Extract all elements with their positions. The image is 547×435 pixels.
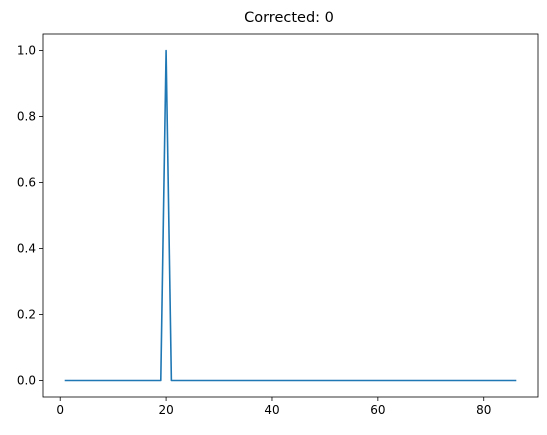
chart-title: Corrected: 0 — [244, 10, 334, 26]
series-line-0 — [64, 49, 517, 382]
plot-area — [64, 49, 517, 382]
x-tick-label: 80 — [476, 403, 491, 417]
y-tick-label: 0.6 — [17, 176, 36, 190]
x-tick-label: 20 — [158, 403, 173, 417]
x-tick-label: 40 — [264, 403, 279, 417]
x-tick-label: 0 — [56, 403, 64, 417]
y-axis: 0.0 0.2 0.4 0.6 0.8 1.0 — [17, 44, 43, 388]
x-axis: 0 20 40 60 80 — [56, 397, 491, 417]
axes-frame — [42, 33, 539, 398]
x-tick-label: 60 — [370, 403, 385, 417]
y-tick-label: 0.2 — [17, 308, 36, 322]
y-tick-label: 1.0 — [17, 44, 36, 58]
y-tick-label: 0.8 — [17, 110, 36, 124]
y-tick-label: 0.0 — [17, 374, 36, 388]
y-tick-label: 0.4 — [17, 242, 36, 256]
